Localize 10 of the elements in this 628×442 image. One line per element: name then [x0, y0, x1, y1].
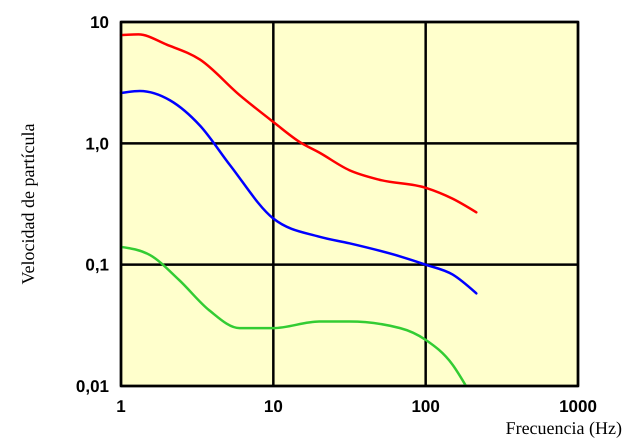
y-tick-label: 0,1: [85, 256, 109, 275]
x-axis-title: Frecuencia (Hz): [506, 418, 622, 438]
y-axis-title: Velocidad de partícula: [18, 124, 38, 284]
x-tick-label: 1: [116, 397, 126, 416]
x-tick-label: 100: [411, 397, 440, 416]
x-tick-label: 1000: [559, 397, 597, 416]
x-tick-label: 10: [264, 397, 283, 416]
y-tick-label: 0,01: [76, 377, 109, 396]
y-tick-label: 10: [90, 13, 109, 32]
y-tick-label: 1,0: [85, 134, 109, 154]
